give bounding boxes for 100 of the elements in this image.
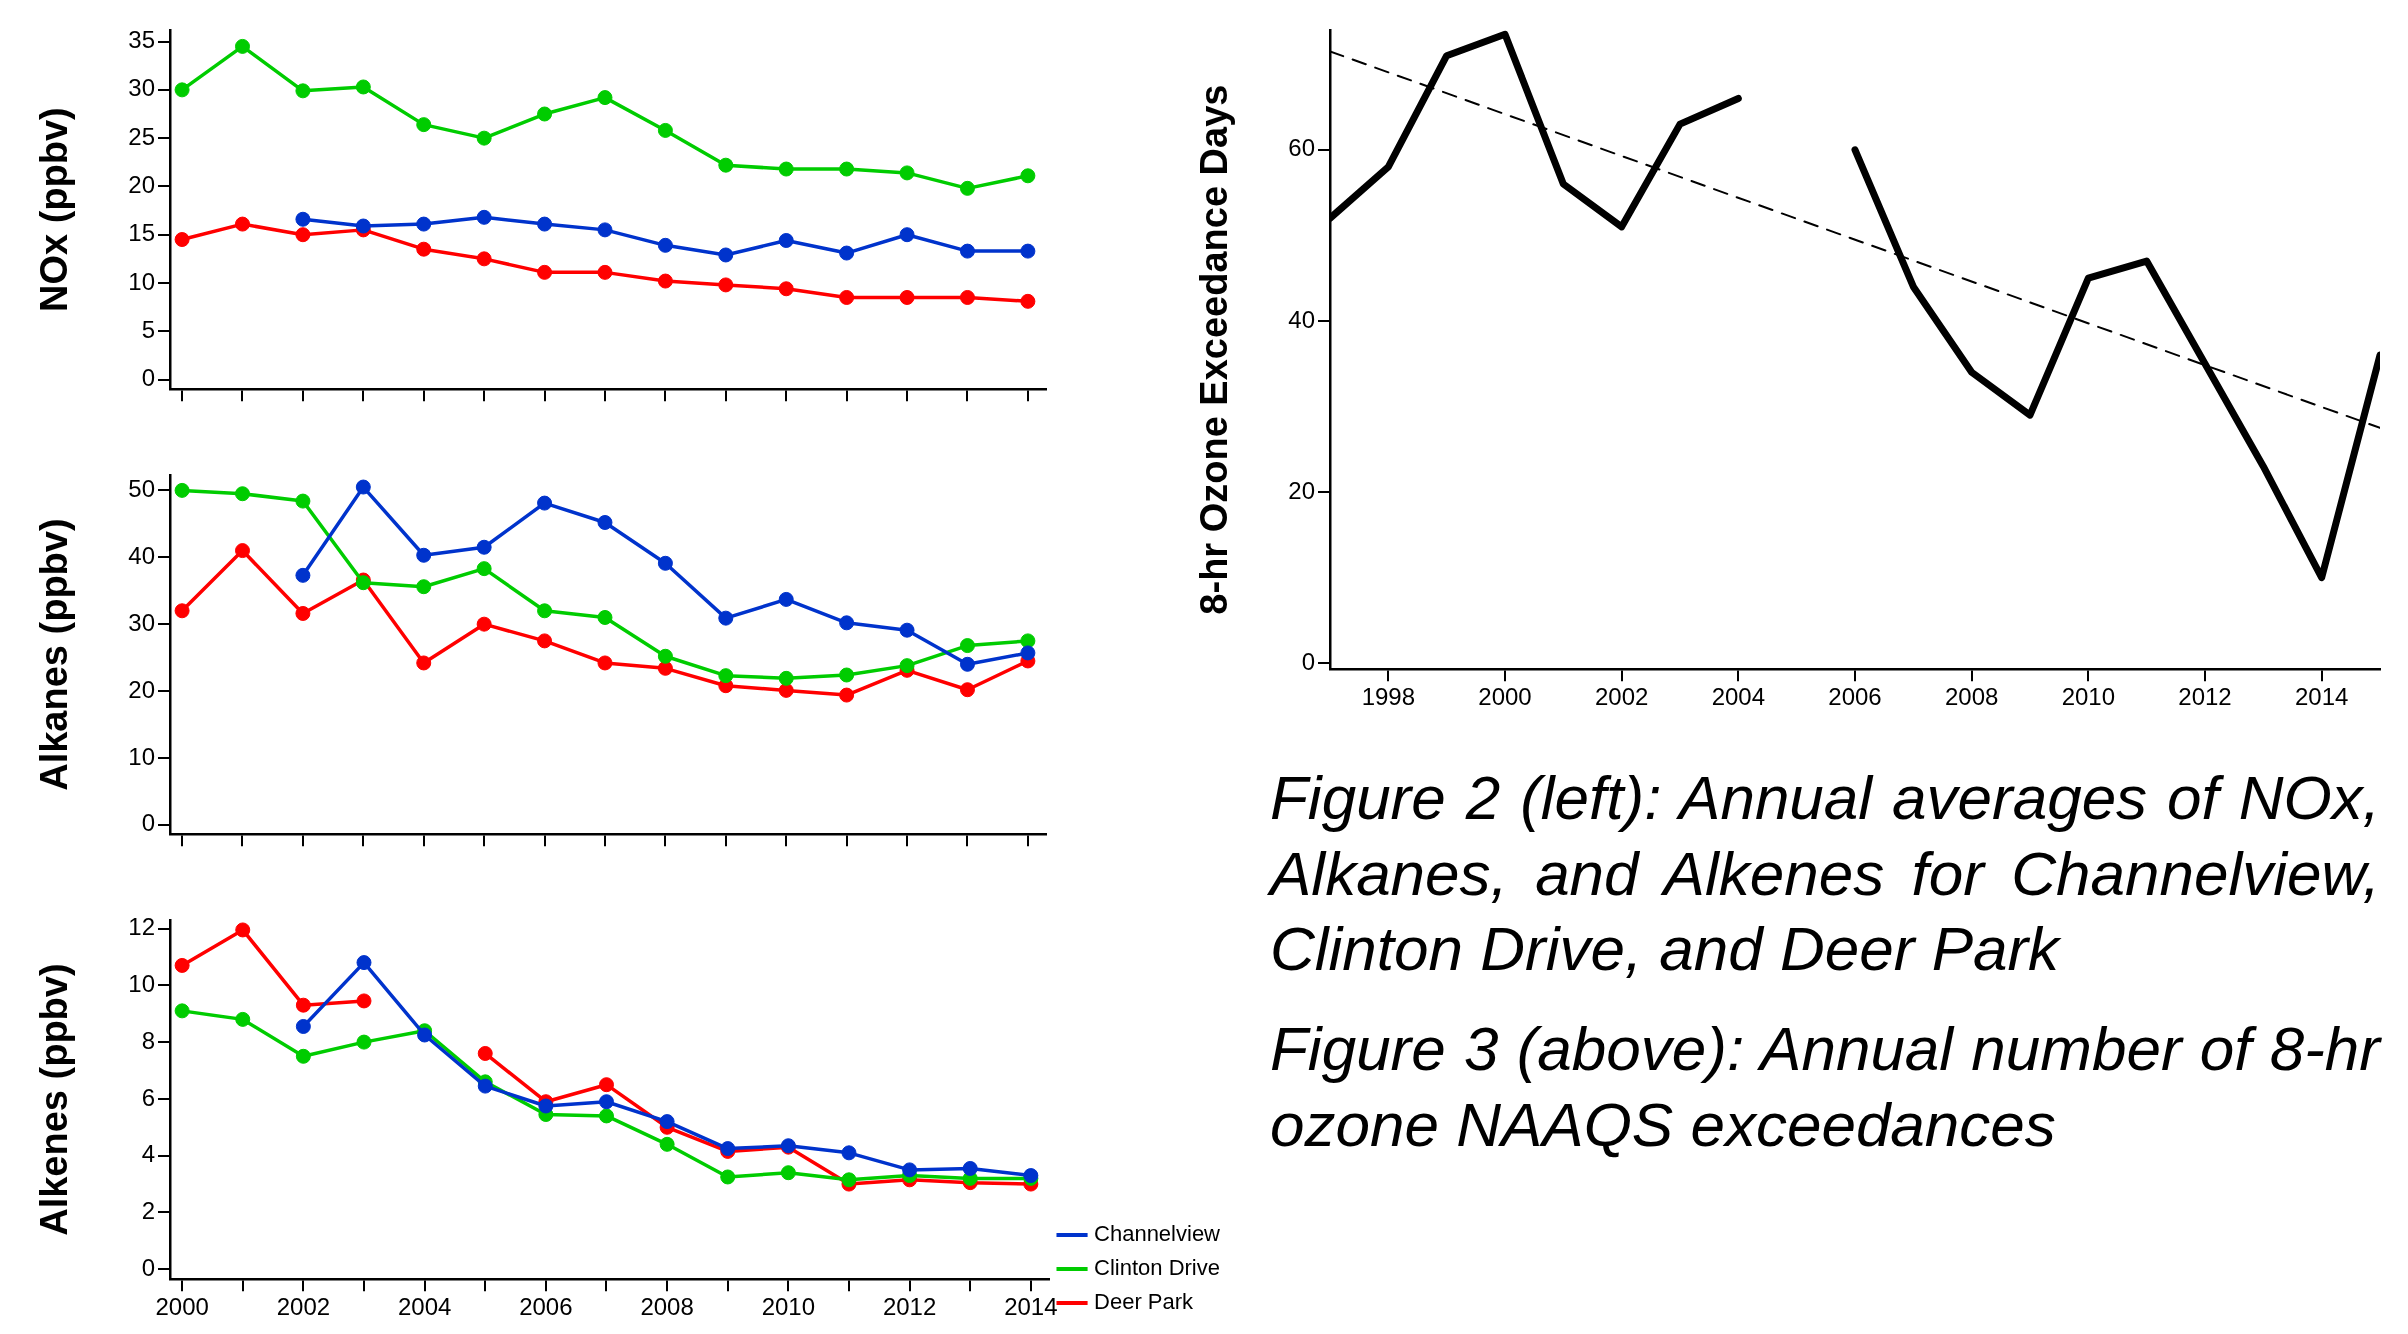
point	[295, 211, 311, 227]
x-tick-label: 2000	[155, 1293, 209, 1321]
point	[476, 539, 492, 555]
point	[597, 222, 613, 238]
point	[295, 493, 311, 509]
y-tick-label: 4	[141, 1140, 155, 1168]
point	[537, 633, 553, 649]
point	[537, 106, 553, 122]
point	[295, 605, 311, 621]
point	[959, 243, 975, 259]
point	[839, 289, 855, 305]
x-tick-label: 1998	[1361, 683, 1416, 711]
point	[235, 216, 250, 232]
point	[597, 514, 613, 530]
point	[295, 567, 311, 583]
point	[537, 495, 553, 511]
point	[839, 667, 855, 683]
point	[959, 682, 975, 698]
point	[356, 1034, 372, 1050]
y-tick-label: 0	[141, 809, 155, 837]
point	[477, 1078, 493, 1094]
point	[356, 993, 372, 1009]
point	[174, 1003, 190, 1019]
point	[657, 237, 673, 253]
x-tick-label: 2000	[1478, 683, 1532, 711]
y-tick-label: 15	[128, 219, 155, 247]
point	[476, 251, 492, 267]
point	[537, 603, 553, 619]
x-tick-label: 2008	[640, 1293, 694, 1321]
y-tick-label: 12	[128, 913, 155, 941]
point	[416, 216, 432, 232]
x-tick-label: 2002	[276, 1293, 331, 1321]
point	[416, 241, 432, 257]
point	[597, 609, 613, 625]
point	[657, 648, 673, 664]
point	[355, 218, 371, 234]
point	[778, 281, 794, 297]
point	[174, 482, 190, 498]
point	[477, 1045, 493, 1061]
point	[1020, 293, 1036, 309]
point	[174, 232, 190, 248]
point	[962, 1160, 978, 1176]
legend-label: Channelview	[1094, 1221, 1221, 1247]
point	[657, 555, 673, 571]
point	[476, 130, 492, 146]
point	[778, 161, 794, 177]
point	[537, 264, 553, 280]
x-tick-label: 2014	[1004, 1293, 1058, 1321]
x-tick-label: 2010	[761, 1293, 816, 1321]
y-tick-label: 0	[141, 1253, 155, 1281]
point	[416, 117, 432, 133]
y-tick-label: 30	[128, 608, 155, 636]
point	[899, 227, 915, 243]
x-tick-label: 2002	[1594, 683, 1649, 711]
y-tick-label: 0	[141, 364, 155, 392]
point	[355, 479, 371, 495]
point	[476, 561, 492, 577]
x-tick-label: 2006	[519, 1293, 573, 1321]
point	[718, 247, 734, 263]
x-tick-label: 2008	[1944, 683, 1999, 711]
point	[174, 603, 190, 619]
point	[839, 687, 855, 703]
x-tick-label: 2004	[1711, 683, 1766, 711]
point	[597, 655, 613, 671]
x-tick-label: 2010	[2061, 683, 2116, 711]
y-axis-title: NOx (ppbv)	[33, 107, 76, 312]
point	[780, 1165, 796, 1181]
x-tick-label: 2004	[397, 1293, 452, 1321]
y-tick-label: 35	[128, 26, 155, 54]
point	[902, 1162, 918, 1178]
point	[778, 591, 794, 607]
y-tick-label: 8	[141, 1026, 155, 1054]
point	[718, 668, 734, 684]
y-tick-label: 10	[128, 267, 155, 295]
x-tick-label: 2012	[882, 1293, 937, 1321]
point	[959, 656, 975, 672]
point	[476, 209, 492, 225]
point	[416, 655, 432, 671]
y-axis-title: Alkanes (ppbv)	[33, 518, 76, 791]
y-tick-label: 6	[141, 1083, 155, 1111]
point	[899, 622, 915, 638]
point	[235, 543, 250, 559]
x-tick-label: 2012	[2178, 683, 2232, 711]
point	[295, 1018, 311, 1034]
point	[841, 1145, 857, 1161]
point	[295, 1048, 311, 1064]
x-tick-label: 2006	[1828, 683, 1882, 711]
point	[295, 227, 311, 243]
point	[295, 83, 311, 99]
point	[839, 615, 855, 631]
point	[598, 1077, 614, 1093]
point	[598, 1094, 614, 1110]
x-tick-label: 2014	[2294, 683, 2349, 711]
y-tick-label: 30	[128, 74, 155, 102]
y-tick-label: 40	[1288, 305, 1315, 333]
y-tick-label: 25	[128, 122, 155, 150]
point	[659, 1136, 675, 1152]
legend-label: Deer Park	[1094, 1289, 1195, 1315]
point	[235, 1011, 251, 1027]
y-tick-label: 20	[128, 675, 155, 703]
